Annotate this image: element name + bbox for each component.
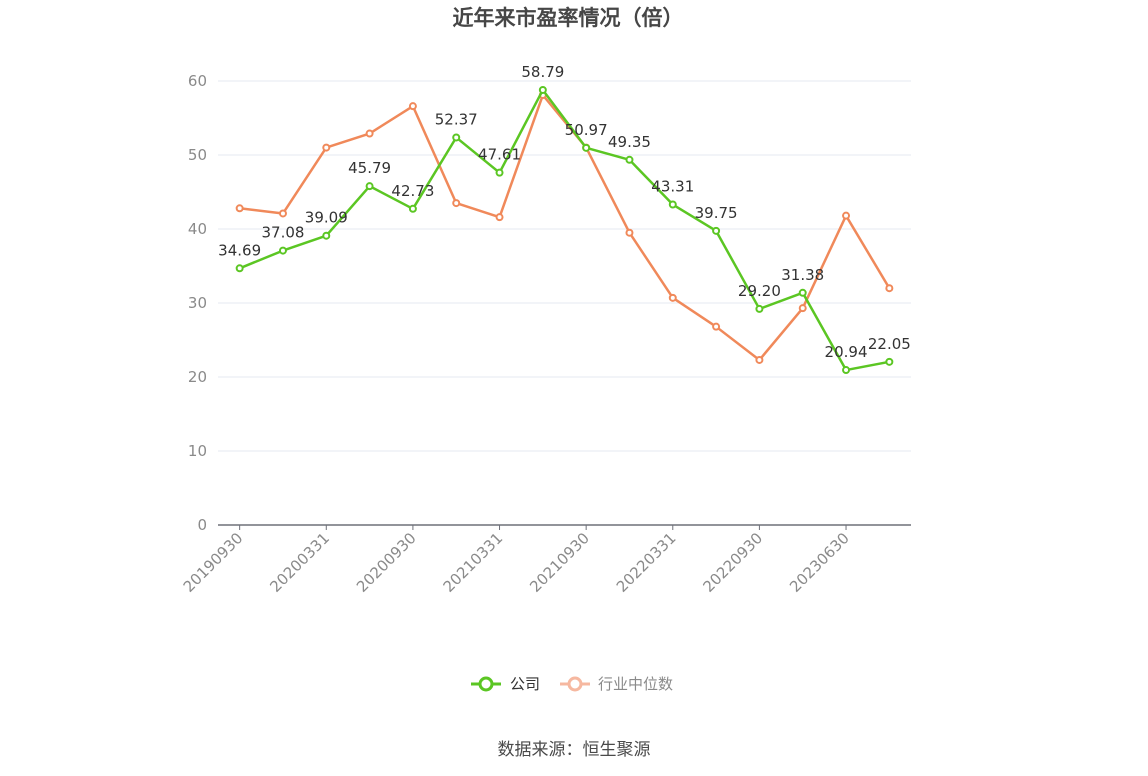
data-label: 49.35: [608, 133, 651, 151]
x-tick-label: 20220331: [613, 529, 680, 596]
data-label: 50.97: [565, 121, 608, 139]
company-point: [495, 168, 504, 177]
x-tick-label: 20210331: [440, 529, 507, 596]
y-tick-label: 0: [197, 516, 207, 534]
x-tick-label: 20190930: [180, 529, 247, 596]
industry-median-point: [842, 211, 851, 220]
data-label: 42.73: [391, 182, 434, 200]
y-tick-label: 50: [188, 146, 207, 164]
x-tick-label: 20230630: [786, 529, 853, 596]
industry-median-point: [798, 304, 807, 313]
x-tick-label: 20200930: [353, 529, 420, 596]
company-point: [322, 231, 331, 240]
data-label: 39.09: [305, 209, 348, 227]
legend: 公司 行业中位数: [471, 675, 673, 693]
industry-median-point: [495, 213, 504, 222]
data-label: 29.20: [738, 282, 781, 300]
data-label: 37.08: [261, 224, 304, 242]
legend-industry-label: 行业中位数: [598, 675, 673, 693]
company-point: [235, 264, 244, 273]
legend-company-label: 公司: [510, 675, 540, 693]
data-label: 58.79: [521, 63, 564, 81]
y-axis: 0 10 20 30 40 50 60: [188, 72, 207, 534]
data-label: 20.94: [825, 343, 868, 361]
industry-median-point: [322, 143, 331, 152]
industry-median-point: [278, 209, 287, 218]
chart-title: 近年来市盈率情况（倍）: [453, 6, 684, 30]
industry-median-line: [239, 93, 891, 362]
industry-median-point: [755, 355, 764, 364]
y-tick-label: 30: [188, 294, 207, 312]
industry-median-point: [365, 129, 374, 138]
data-label: 34.69: [218, 241, 261, 259]
series-lines: [235, 85, 894, 375]
company-point: [538, 85, 547, 94]
company-point: [365, 182, 374, 191]
industry-median-point: [452, 199, 461, 208]
data-label: 39.75: [695, 204, 738, 222]
x-tick-label: 20220930: [700, 529, 767, 596]
company-point: [582, 143, 591, 152]
company-point: [885, 357, 894, 366]
industry-median-point: [625, 228, 634, 237]
legend-item-company[interactable]: 公司: [471, 675, 540, 693]
legend-industry-marker: [567, 676, 583, 692]
legend-company-marker: [478, 676, 494, 692]
data-label: 22.05: [868, 335, 911, 353]
source-text: 数据来源：恒生聚源: [498, 740, 651, 760]
company-point: [452, 133, 461, 142]
industry-median-point: [668, 293, 677, 302]
company-point: [668, 200, 677, 209]
industry-median-point: [885, 284, 894, 293]
company-point: [625, 155, 634, 164]
company-point: [798, 288, 807, 297]
x-tick-label: 20200331: [266, 529, 333, 596]
x-axis: 20190930 20200331 20200930 20210331 20210930…: [180, 524, 911, 596]
company-point: [408, 204, 417, 213]
company-point: [712, 226, 721, 235]
legend-item-industry-median[interactable]: 行业中位数: [560, 675, 673, 693]
industry-median-point: [712, 322, 721, 331]
y-tick-label: 40: [188, 220, 207, 238]
company-line: [239, 88, 890, 372]
company-point: [842, 366, 851, 375]
company-point: [755, 304, 764, 313]
data-label: 43.31: [651, 178, 694, 196]
data-label: 47.61: [478, 146, 521, 164]
y-tick-label: 10: [188, 442, 207, 460]
industry-median-point: [235, 204, 244, 213]
y-tick-label: 20: [188, 368, 207, 386]
y-tick-label: 60: [188, 72, 207, 90]
company-point: [278, 246, 287, 255]
data-label: 31.38: [781, 266, 824, 284]
industry-median-point: [408, 102, 417, 111]
x-tick-label: 20210930: [526, 529, 593, 596]
data-label: 45.79: [348, 159, 391, 177]
data-label: 52.37: [435, 110, 478, 128]
